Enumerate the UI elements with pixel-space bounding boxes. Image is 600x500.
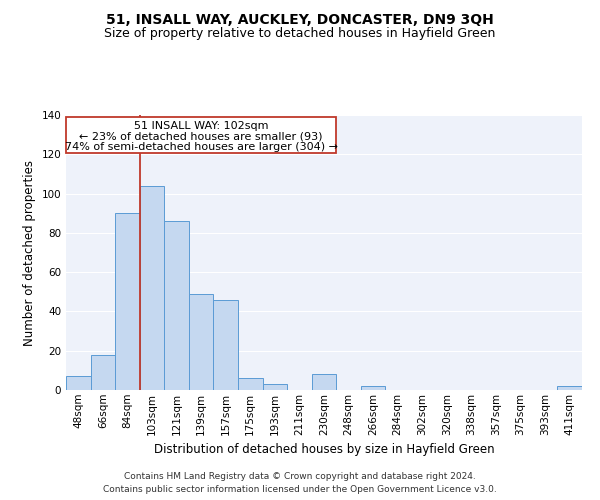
Bar (361, 386, 385, 390)
Text: 51 INSALL WAY: 102sqm: 51 INSALL WAY: 102sqm (134, 121, 268, 131)
Bar (557, 386, 582, 390)
Text: Contains HM Land Registry data © Crown copyright and database right 2024.: Contains HM Land Registry data © Crown c… (124, 472, 476, 481)
Bar (140, 186, 164, 390)
Bar (91, 354, 115, 390)
Text: ← 23% of detached houses are smaller (93): ← 23% of detached houses are smaller (93… (79, 132, 323, 141)
Bar (66, 376, 91, 390)
Bar (115, 213, 140, 390)
Bar (189, 294, 214, 390)
Bar (66, 117, 336, 154)
Text: 74% of semi-detached houses are larger (304) →: 74% of semi-detached houses are larger (… (65, 142, 338, 152)
Text: 51, INSALL WAY, AUCKLEY, DONCASTER, DN9 3QH: 51, INSALL WAY, AUCKLEY, DONCASTER, DN9 … (106, 12, 494, 26)
Bar (214, 300, 238, 390)
Bar (164, 221, 189, 390)
Bar (312, 374, 336, 390)
Text: Contains public sector information licensed under the Open Government Licence v3: Contains public sector information licen… (103, 485, 497, 494)
Bar (238, 378, 263, 390)
Bar (263, 384, 287, 390)
Y-axis label: Number of detached properties: Number of detached properties (23, 160, 36, 346)
Text: Size of property relative to detached houses in Hayfield Green: Size of property relative to detached ho… (104, 28, 496, 40)
X-axis label: Distribution of detached houses by size in Hayfield Green: Distribution of detached houses by size … (154, 443, 494, 456)
